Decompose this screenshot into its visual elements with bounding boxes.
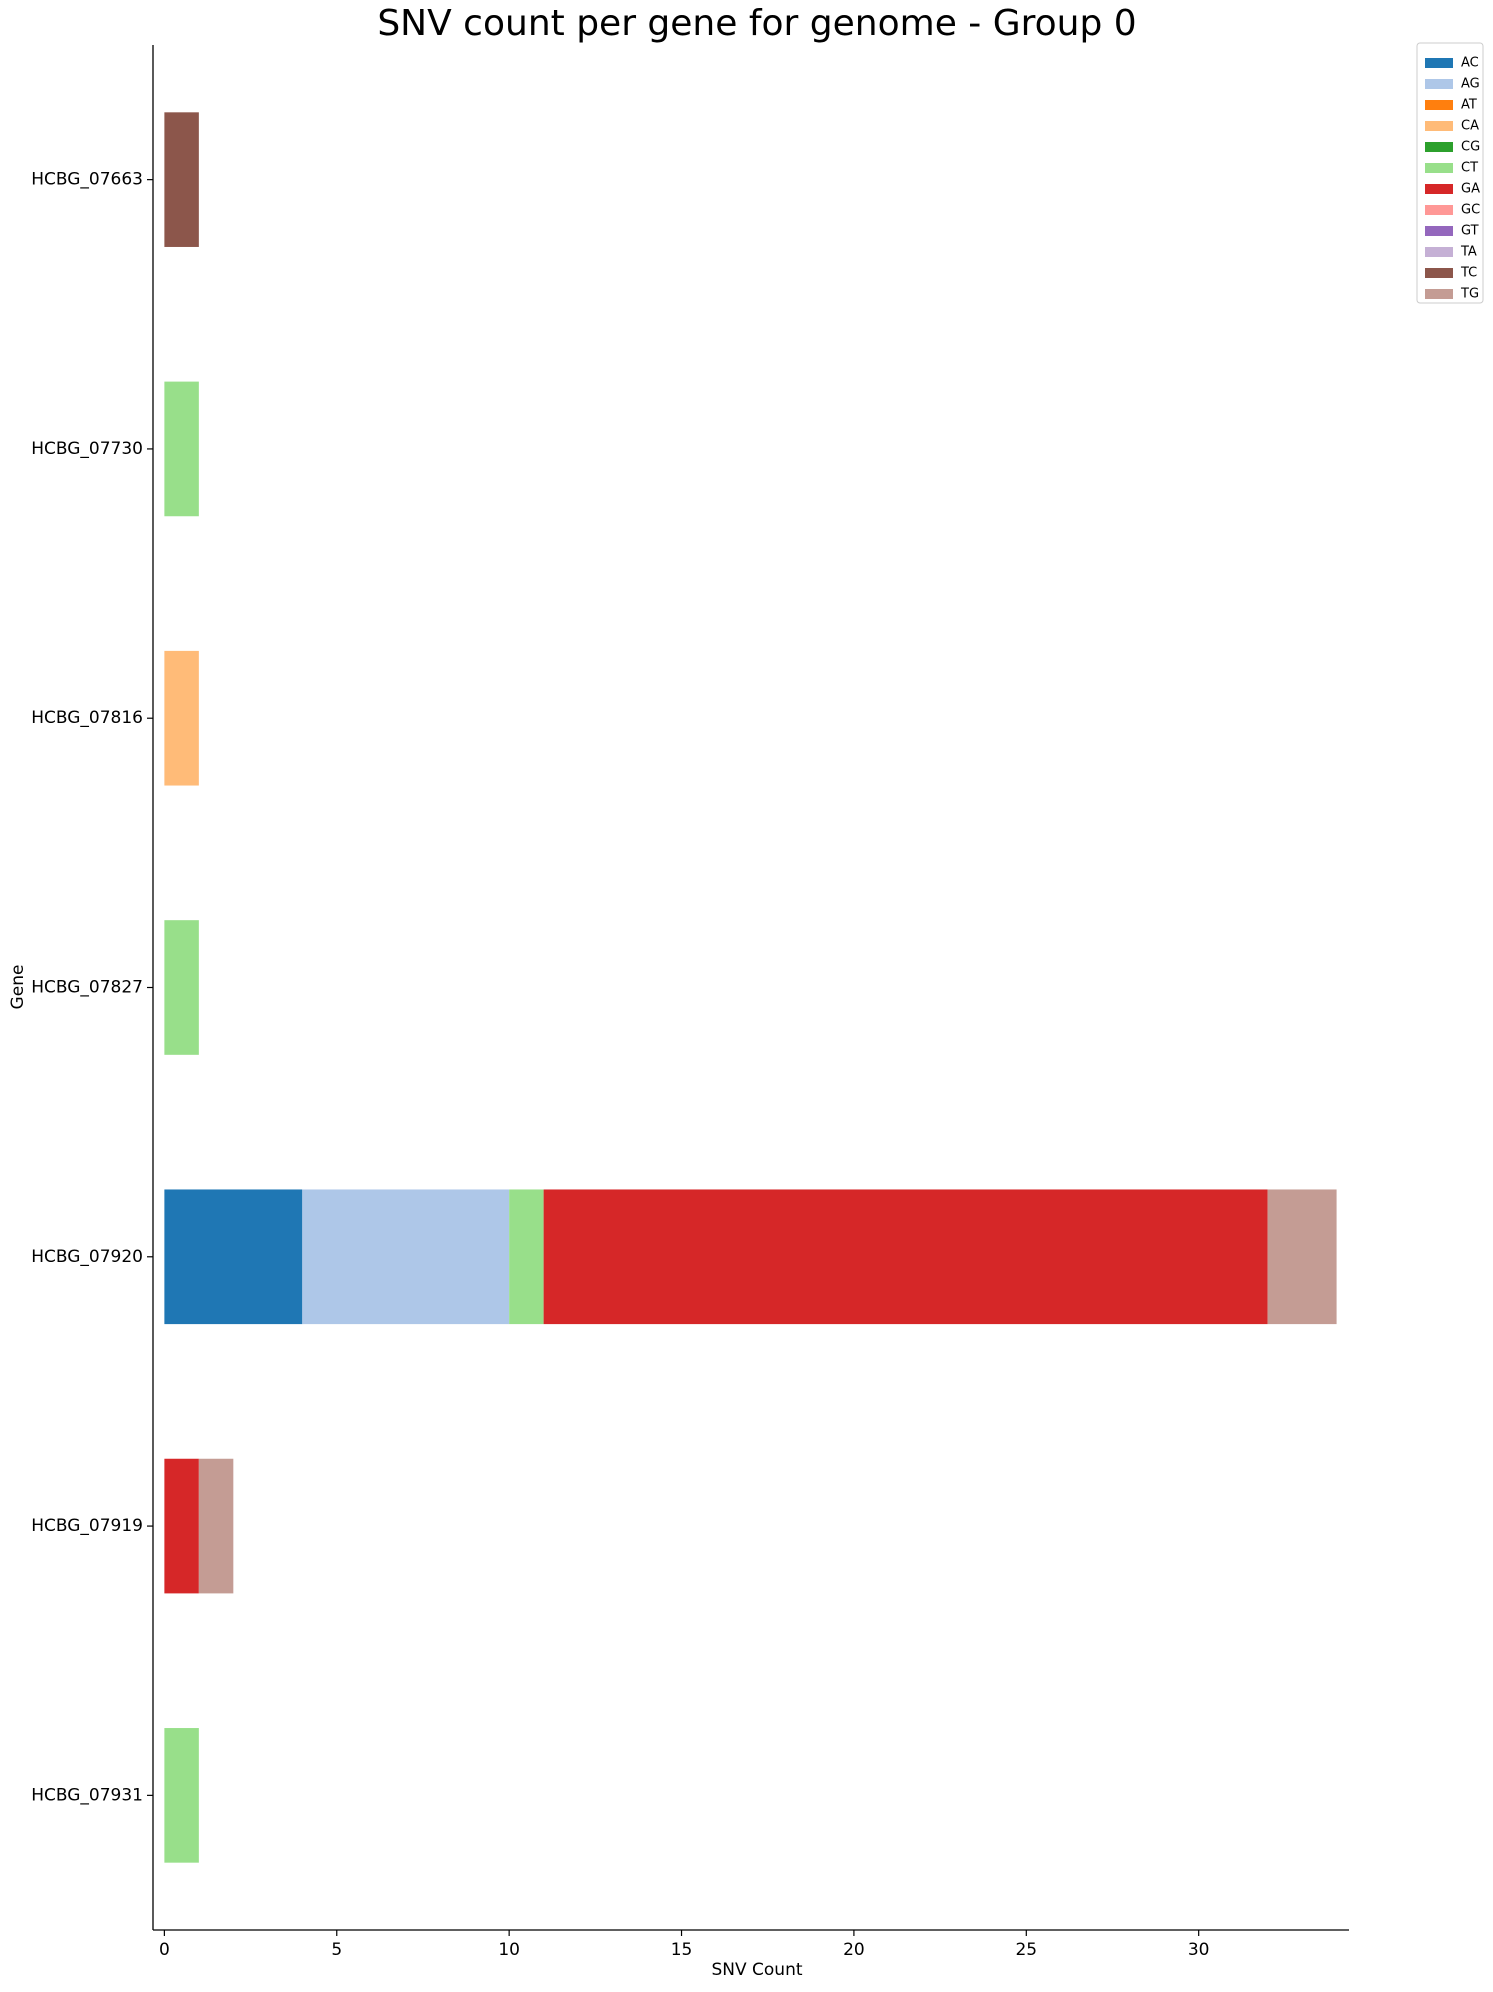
y-tick-label: HCBG_07663 bbox=[31, 170, 143, 190]
bar-segment bbox=[164, 381, 199, 517]
legend-swatch bbox=[1425, 100, 1453, 110]
legend-label: GT bbox=[1461, 224, 1479, 239]
legend-swatch bbox=[1425, 289, 1453, 299]
y-tick-label: HCBG_07730 bbox=[31, 439, 143, 459]
legend-label: CA bbox=[1461, 119, 1479, 134]
legend-label: GA bbox=[1461, 182, 1480, 197]
bar-segment bbox=[509, 1189, 544, 1325]
legend-swatch bbox=[1425, 184, 1453, 194]
y-tick-label: HCBG_07920 bbox=[31, 1247, 143, 1267]
bar-segment bbox=[164, 1728, 199, 1863]
y-tick-label: HCBG_07816 bbox=[31, 708, 143, 728]
x-tick-label: 30 bbox=[1188, 1940, 1210, 1960]
legend-swatch bbox=[1425, 58, 1453, 68]
x-tick-label: 0 bbox=[159, 1940, 170, 1960]
bar-segment bbox=[198, 1458, 234, 1594]
legend-swatch bbox=[1425, 142, 1453, 152]
legend-swatch bbox=[1425, 247, 1453, 257]
legend-label: TG bbox=[1460, 287, 1479, 302]
legend-label: AC bbox=[1461, 56, 1479, 71]
y-tick-label: HCBG_07919 bbox=[31, 1516, 143, 1536]
legend-swatch bbox=[1425, 121, 1453, 131]
y-axis-label: Gene bbox=[8, 965, 28, 1010]
legend-swatch bbox=[1425, 226, 1453, 236]
legend-swatch bbox=[1425, 163, 1453, 173]
legend-label: TA bbox=[1460, 245, 1477, 260]
legend-label: AG bbox=[1461, 77, 1480, 92]
legend-swatch bbox=[1425, 268, 1453, 278]
x-tick-label: 20 bbox=[843, 1940, 865, 1960]
y-tick-label: HCBG_07827 bbox=[31, 978, 143, 998]
legend-swatch bbox=[1425, 205, 1453, 215]
legend-label: TC bbox=[1460, 266, 1477, 281]
bar-segment bbox=[164, 920, 199, 1055]
x-tick-label: 25 bbox=[1015, 1940, 1037, 1960]
bar-segment bbox=[302, 1189, 510, 1325]
legend-label: CG bbox=[1461, 140, 1480, 155]
x-tick-label: 15 bbox=[671, 1940, 693, 1960]
bar-segment bbox=[164, 112, 199, 247]
legend-swatch bbox=[1425, 79, 1453, 89]
legend-label: CT bbox=[1461, 161, 1478, 176]
bar-segment bbox=[164, 1189, 303, 1325]
bar-segment bbox=[164, 650, 199, 786]
bar-segment bbox=[543, 1189, 1268, 1325]
x-tick-label: 5 bbox=[331, 1940, 342, 1960]
legend-label: AT bbox=[1461, 98, 1477, 113]
legend-label: GC bbox=[1461, 203, 1480, 218]
x-tick-label: 10 bbox=[498, 1940, 520, 1960]
chart-title: SNV count per gene for genome - Group 0 bbox=[377, 3, 1136, 44]
bar-segment bbox=[164, 1458, 199, 1594]
x-axis-label: SNV Count bbox=[711, 1960, 802, 1980]
y-tick-label: HCBG_07931 bbox=[31, 1785, 143, 1805]
bar-segment bbox=[1267, 1189, 1337, 1325]
